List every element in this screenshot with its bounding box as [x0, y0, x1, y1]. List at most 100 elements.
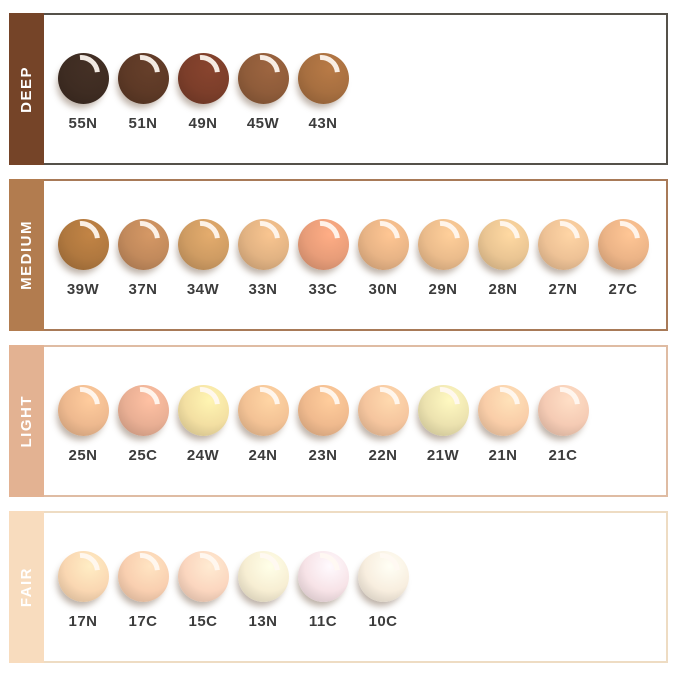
gloss-highlight-icon	[475, 213, 528, 266]
swatch-circle	[475, 213, 529, 270]
swatch-circle	[235, 379, 289, 436]
swatch: 28N	[473, 213, 533, 298]
swatch: 25C	[113, 379, 173, 464]
gloss-highlight-icon	[55, 213, 108, 266]
category-sidebar: MEDIUM	[9, 179, 44, 331]
category-row: LIGHT 25N 25C 24W 24N 23N 22N	[9, 345, 668, 497]
swatch-circle	[235, 213, 289, 270]
swatch-label: 21N	[488, 447, 518, 464]
swatch: 25N	[53, 379, 113, 464]
gloss-highlight-icon	[355, 379, 408, 432]
gloss-highlight-icon	[535, 379, 588, 432]
swatch: 17C	[113, 545, 173, 630]
swatch-circle	[115, 47, 169, 104]
swatch: 43N	[293, 47, 353, 132]
gloss-highlight-icon	[295, 47, 348, 100]
swatch-circle	[295, 379, 349, 436]
swatch: 15C	[173, 545, 233, 630]
swatch-label: 55N	[68, 115, 98, 132]
gloss-highlight-icon	[115, 379, 168, 432]
swatch-label: 25C	[128, 447, 158, 464]
swatch: 10C	[353, 545, 413, 630]
swatch: 21C	[533, 379, 593, 464]
swatch: 23N	[293, 379, 353, 464]
swatch: 33N	[233, 213, 293, 298]
swatch: 24W	[173, 379, 233, 464]
swatch-label: 21W	[426, 447, 460, 464]
category-row: DEEP 55N 51N 49N 45W 43N	[9, 13, 668, 165]
swatch: 49N	[173, 47, 233, 132]
swatch-panel: 25N 25C 24W 24N 23N 22N 21W 21N	[44, 345, 668, 497]
gloss-highlight-icon	[55, 47, 108, 100]
swatch-label: 43N	[308, 115, 338, 132]
gloss-highlight-icon	[355, 545, 408, 598]
swatch: 37N	[113, 213, 173, 298]
swatch: 22N	[353, 379, 413, 464]
swatch-circle	[235, 545, 289, 602]
category-label: DEEP	[18, 65, 35, 113]
swatch-label: 17N	[68, 613, 98, 630]
swatch-label: 15C	[188, 613, 218, 630]
swatch-circle	[115, 545, 169, 602]
gloss-highlight-icon	[235, 379, 288, 432]
swatch: 33C	[293, 213, 353, 298]
gloss-highlight-icon	[235, 213, 288, 266]
gloss-highlight-icon	[175, 47, 228, 100]
gloss-highlight-icon	[295, 545, 348, 598]
gloss-highlight-icon	[115, 47, 168, 100]
swatch-circle	[355, 545, 409, 602]
gloss-highlight-icon	[175, 213, 228, 266]
swatch-circle	[55, 47, 109, 104]
swatch-label: 37N	[128, 281, 158, 298]
swatch-circle	[355, 379, 409, 436]
swatch-circle	[55, 545, 109, 602]
gloss-highlight-icon	[115, 213, 168, 266]
category-label: LIGHT	[18, 394, 35, 448]
swatch-label: 39W	[66, 281, 100, 298]
gloss-highlight-icon	[235, 545, 288, 598]
swatch-circle	[355, 213, 409, 270]
swatch: 29N	[413, 213, 473, 298]
swatch-circle	[175, 213, 229, 270]
swatch: 27C	[593, 213, 653, 298]
swatch-label: 10C	[368, 613, 398, 630]
gloss-highlight-icon	[295, 379, 348, 432]
swatch-circle	[55, 379, 109, 436]
swatch-label: 28N	[488, 281, 518, 298]
category-sidebar: FAIR	[9, 511, 44, 663]
gloss-highlight-icon	[535, 213, 588, 266]
gloss-highlight-icon	[55, 379, 108, 432]
gloss-highlight-icon	[175, 379, 228, 432]
swatch-label: 27N	[548, 281, 578, 298]
gloss-highlight-icon	[55, 545, 108, 598]
category-sidebar: DEEP	[9, 13, 44, 165]
swatch: 24N	[233, 379, 293, 464]
swatch: 21N	[473, 379, 533, 464]
gloss-highlight-icon	[415, 379, 468, 432]
swatch-circle	[55, 213, 109, 270]
swatch-label: 51N	[128, 115, 158, 132]
swatch: 30N	[353, 213, 413, 298]
swatch-circle	[415, 213, 469, 270]
swatch-label: 17C	[128, 613, 158, 630]
swatch-label: 13N	[248, 613, 278, 630]
swatch-label: 22N	[368, 447, 398, 464]
swatch: 27N	[533, 213, 593, 298]
gloss-highlight-icon	[475, 379, 528, 432]
gloss-highlight-icon	[295, 213, 348, 266]
swatch-label: 27C	[608, 281, 638, 298]
swatch-label: 25N	[68, 447, 98, 464]
swatch-panel: 17N 17C 15C 13N 11C 10C	[44, 511, 668, 663]
swatch-circle	[175, 47, 229, 104]
gloss-highlight-icon	[355, 213, 408, 266]
swatch: 51N	[113, 47, 173, 132]
swatch: 39W	[53, 213, 113, 298]
swatch-circle	[175, 379, 229, 436]
swatch-circle	[415, 379, 469, 436]
category-row: FAIR 17N 17C 15C 13N 11C 10C	[9, 511, 668, 663]
swatch: 13N	[233, 545, 293, 630]
swatch-label: 33N	[248, 281, 278, 298]
gloss-highlight-icon	[415, 213, 468, 266]
swatch-circle	[475, 379, 529, 436]
swatch-label: 24W	[186, 447, 220, 464]
